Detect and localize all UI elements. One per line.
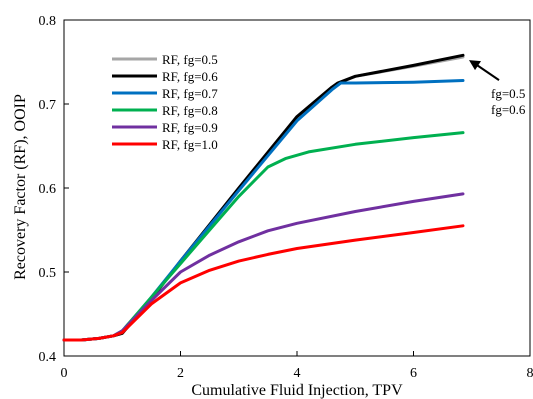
annotations: fg=0.5fg=0.6 (469, 60, 526, 117)
x-tick-label: 8 (527, 366, 533, 381)
x-axis-title: Cumulative Fluid Injection, TPV (191, 382, 403, 399)
y-axis-title: Recovery Factor (RF), OOIP (12, 94, 29, 280)
x-tick-label: 0 (61, 366, 68, 381)
y-tick-label: 0.6 (39, 182, 57, 197)
legend: RF, fg=0.5 RF, fg=0.6 RF, fg=0.7 RF, fg=0.8… (112, 52, 218, 152)
annotation-arrow-head (469, 60, 482, 71)
ticks: 0 2 4 6 8 0.4 0.5 0.6 0.7 0.8 (39, 14, 533, 381)
x-tick-label: 2 (177, 366, 184, 381)
series-line (62, 224, 465, 342)
series-line (62, 79, 465, 342)
plot-area-border (63, 19, 531, 357)
y-tick-label: 0.4 (39, 350, 57, 365)
x-tick-label: 4 (294, 366, 301, 381)
series-line (62, 192, 465, 342)
annotation-label: fg=0.6 (491, 102, 526, 117)
series-lines (62, 53, 465, 342)
series-line (62, 53, 465, 342)
legend-label: RF, fg=0.7 (162, 86, 218, 101)
series-line (62, 131, 465, 342)
annotation-label: fg=0.5 (491, 86, 525, 101)
legend-label: RF, fg=0.6 (162, 69, 218, 84)
plot-frame (63, 19, 531, 357)
legend-label: RF, fg=0.8 (162, 103, 218, 118)
legend-label: RF, fg=0.5 (162, 52, 218, 67)
y-tick-label: 0.7 (39, 98, 57, 113)
legend-label: RF, fg=1.0 (162, 137, 218, 152)
x-tick-label: 6 (410, 366, 417, 381)
series-line (62, 55, 465, 342)
legend-label: RF, fg=0.9 (162, 120, 218, 135)
y-tick-label: 0.8 (39, 14, 57, 29)
annotation-arrow-shaft (476, 64, 500, 81)
y-tick-label: 0.5 (39, 266, 57, 281)
